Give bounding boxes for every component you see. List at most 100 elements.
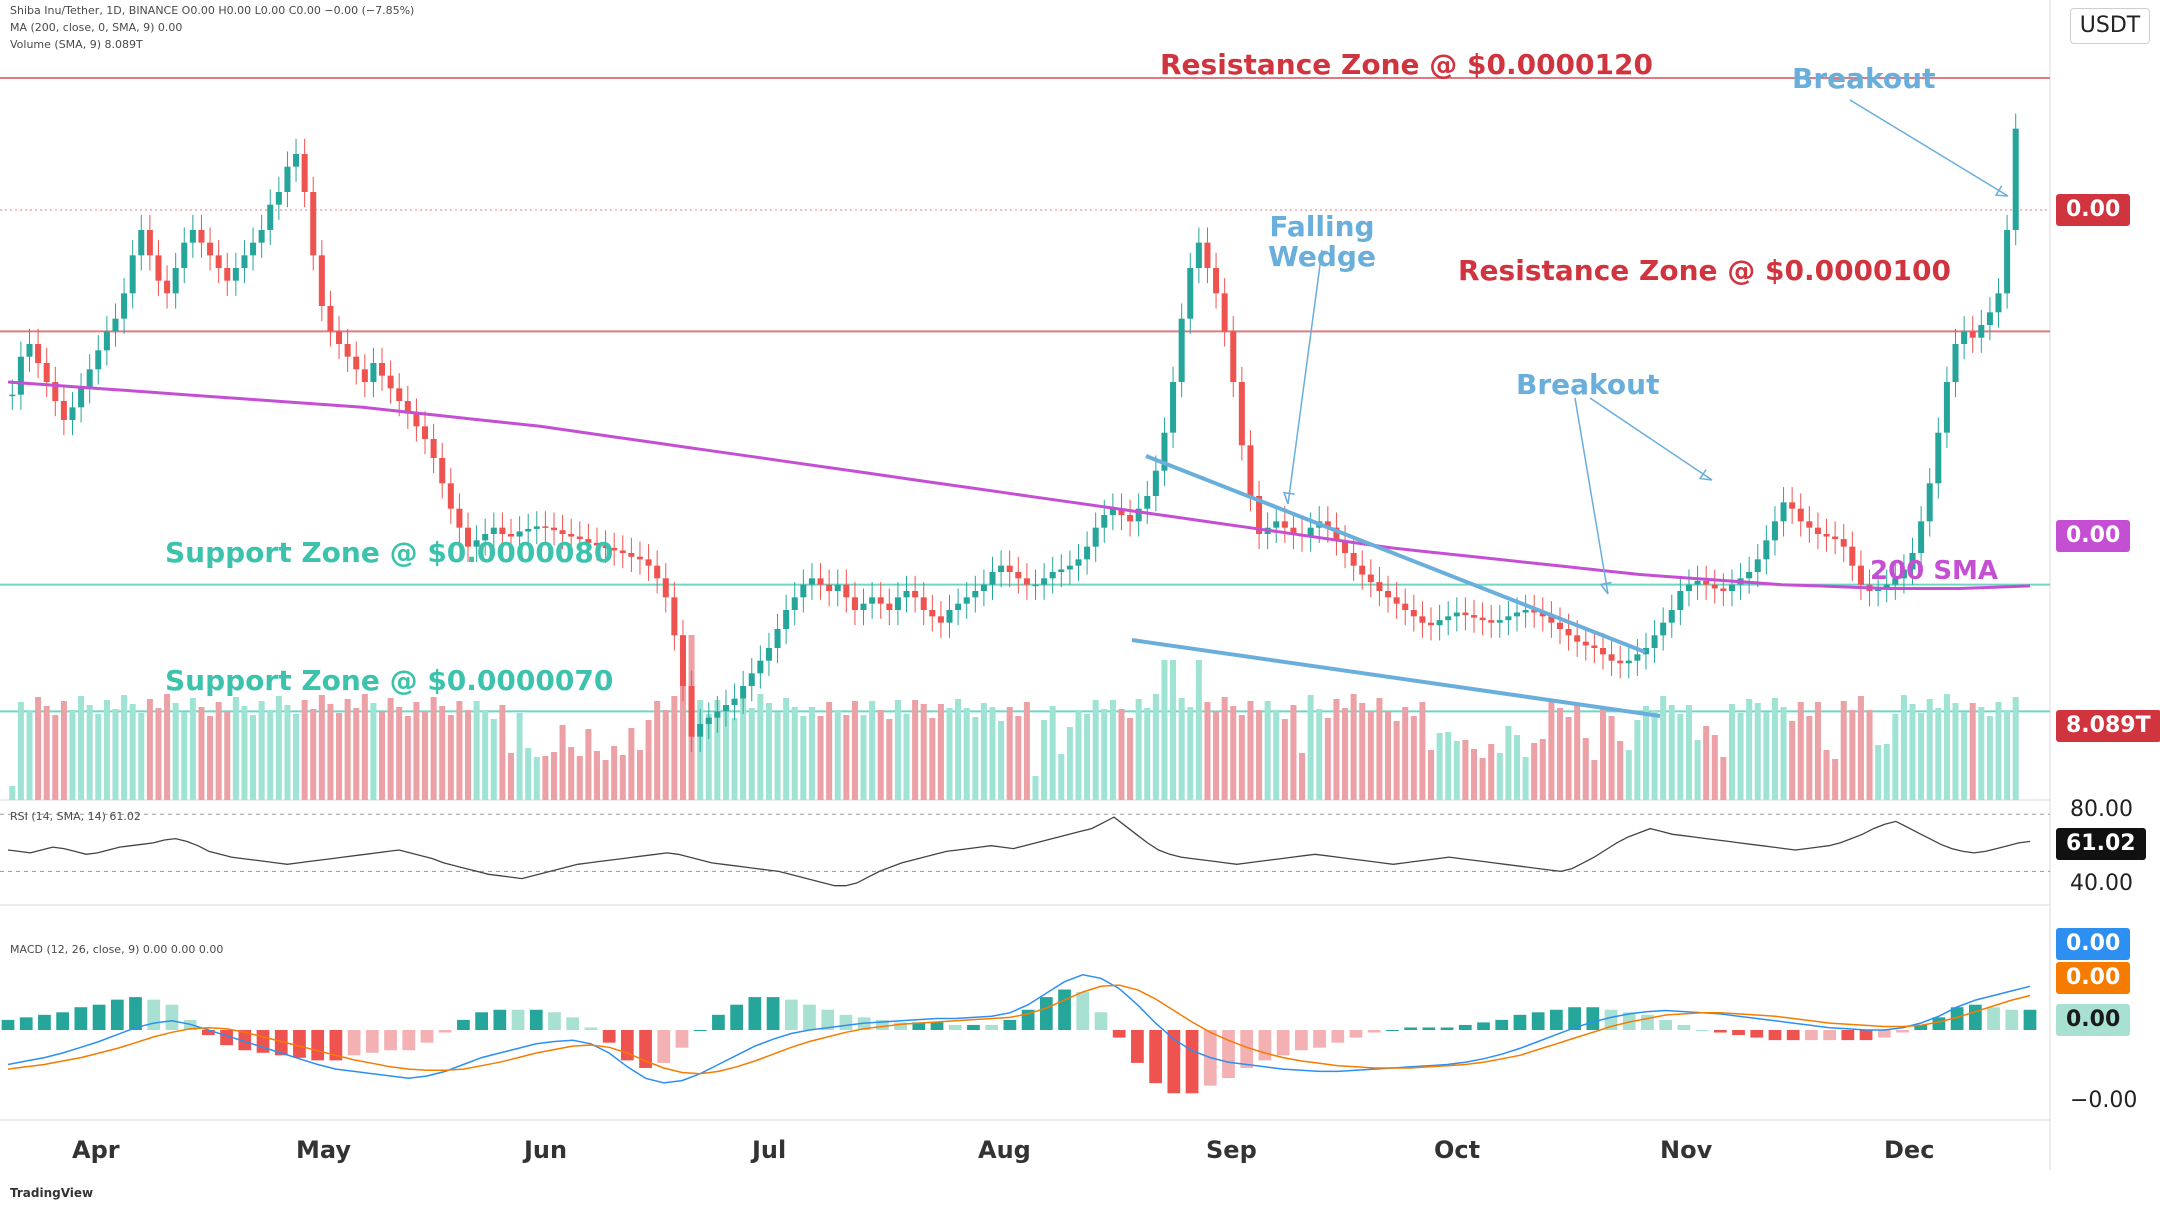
- volume-bar: [1496, 753, 1503, 800]
- macd-histogram-bar: [2023, 1009, 2037, 1030]
- volume-bar: [1849, 710, 1856, 800]
- volume-bar: [1023, 702, 1030, 800]
- volume-bar: [1556, 708, 1564, 800]
- candle-body: [189, 230, 196, 243]
- candle-body: [542, 526, 549, 528]
- volume-bar: [301, 700, 308, 800]
- candle-body: [1556, 622, 1564, 629]
- support-label-80: Support Zone @ $0.0000080: [165, 536, 614, 569]
- macd-histogram-bar: [220, 1030, 233, 1046]
- candle-body: [654, 565, 661, 579]
- rsi-tag: 61.02: [2056, 828, 2146, 860]
- volume-bar: [877, 710, 884, 800]
- macd-histogram-bar: [730, 1004, 744, 1030]
- volume-bar: [1720, 757, 1727, 800]
- volume-bar: [1170, 660, 1177, 800]
- macd-histogram-bar: [420, 1030, 434, 1043]
- macd-histogram-bar: [457, 1019, 470, 1030]
- support-label-70: Support Zone @ $0.0000070: [165, 664, 614, 697]
- candle-body: [1032, 584, 1039, 587]
- volume-bar: [1479, 758, 1486, 800]
- candle-body: [1221, 293, 1228, 332]
- candle-body: [1213, 268, 1220, 294]
- macd-histogram-bar: [475, 1012, 488, 1030]
- volume-bar: [1092, 700, 1099, 800]
- macd-histogram-bar: [1513, 1014, 1527, 1030]
- candle-body: [1127, 515, 1134, 522]
- macd-histogram-bar: [1404, 1027, 1418, 1030]
- volume-bar: [1135, 699, 1142, 800]
- volume-bar: [60, 701, 67, 800]
- candle-body: [284, 166, 291, 192]
- macd-histogram-bar: [1058, 989, 1071, 1030]
- candle-body: [1513, 612, 1521, 617]
- volume-bar: [1290, 705, 1297, 800]
- volume-bar: [1823, 750, 1830, 800]
- macd-histogram-bar: [1258, 1030, 1272, 1061]
- macd-histogram-bar: [693, 1030, 707, 1031]
- candle-body: [370, 363, 377, 382]
- volume-bar: [1574, 703, 1581, 800]
- volume-bar: [1324, 718, 1331, 800]
- macd-histogram-bar: [1914, 1024, 1928, 1030]
- candle-body: [1066, 565, 1073, 570]
- candle-body: [611, 547, 618, 551]
- candle-body: [593, 542, 600, 546]
- candle-body: [1006, 565, 1013, 572]
- volume-bar: [198, 707, 205, 800]
- volume-bar: [1883, 744, 1890, 800]
- wedge-label-line2: Wedge: [1268, 240, 1376, 273]
- volume-bar: [1428, 750, 1435, 800]
- candle-body: [920, 597, 927, 610]
- macd-histogram-bar: [493, 1009, 507, 1030]
- volume-bar: [1006, 707, 1013, 800]
- candle-body: [26, 344, 33, 357]
- candle-body: [301, 154, 308, 192]
- candle-body: [1832, 536, 1839, 540]
- macd-histogram-bar: [620, 1030, 634, 1061]
- candle-body: [232, 268, 239, 281]
- candle-body: [1694, 580, 1701, 585]
- currency-selector[interactable]: USDT: [2070, 8, 2150, 44]
- resistance-label-100: Resistance Zone @ $0.0000100: [1458, 254, 1951, 287]
- candle-body: [550, 527, 558, 531]
- volume-bar: [516, 713, 523, 800]
- volume-bar: [1840, 701, 1847, 800]
- volume-bar: [989, 707, 996, 800]
- candle-body: [103, 331, 110, 351]
- candle-body: [439, 458, 446, 484]
- candle-body: [1840, 539, 1847, 547]
- volume-bar: [1892, 714, 1899, 800]
- candle-body: [1900, 569, 1907, 579]
- volume-bar: [1419, 702, 1426, 800]
- volume-bar: [585, 729, 592, 800]
- macd-histogram-bar: [1786, 1030, 1800, 1041]
- candle-body: [1668, 610, 1675, 623]
- volume-bar: [1548, 699, 1555, 800]
- volume-bar: [1771, 698, 1778, 800]
- volume-bar: [1385, 712, 1392, 800]
- candle-body: [379, 363, 386, 376]
- candle-body: [1376, 582, 1383, 591]
- candle-body: [1582, 641, 1589, 646]
- volume-bar: [232, 697, 239, 800]
- macd-histogram-bar: [639, 1030, 652, 1068]
- candle-body: [998, 565, 1005, 572]
- volume-bar: [456, 701, 463, 800]
- candle-body: [361, 369, 368, 382]
- volume-bar: [275, 696, 282, 800]
- volume-bar: [783, 698, 790, 800]
- macd-histogram-bar: [1768, 1030, 1782, 1041]
- macd-histogram-bar: [566, 1017, 580, 1030]
- volume-bar: [1539, 739, 1546, 800]
- candle-body: [224, 268, 231, 281]
- candle-body: [817, 578, 824, 585]
- macd-histogram-bar: [1695, 1030, 1709, 1031]
- macd-histogram-bar: [784, 999, 798, 1030]
- volume-bar: [1273, 710, 1280, 800]
- volume-header: Volume (SMA, 9) 8.089T: [10, 38, 143, 51]
- x-tick-sep: Sep: [1206, 1136, 1257, 1164]
- volume-bar: [1926, 699, 1933, 800]
- candle-body: [1419, 616, 1426, 623]
